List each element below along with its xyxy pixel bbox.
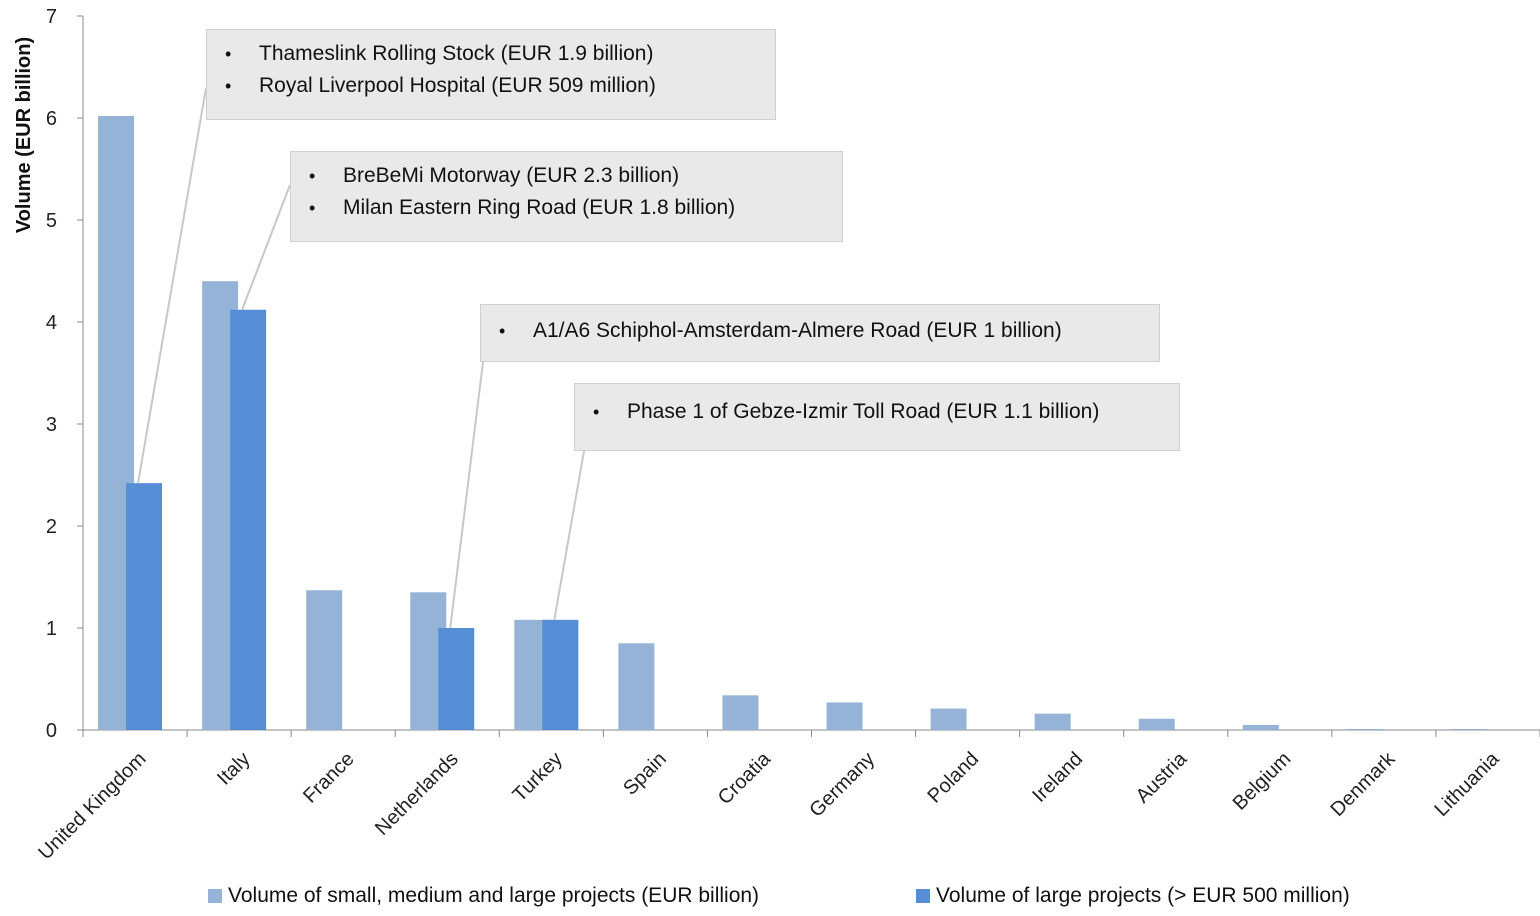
legend-item-all-projects: Volume of small, medium and large projec…: [208, 884, 759, 908]
x-category-label: Lithuania: [1431, 747, 1505, 821]
y-tick-label: 7: [46, 6, 57, 28]
callout-leader-line: [137, 87, 207, 484]
callout-list: Thameslink Rolling Stock (EUR 1.9 billio…: [225, 38, 757, 102]
y-tick-label: 5: [46, 210, 57, 232]
x-category-label: Turkey: [509, 748, 567, 806]
bar-all-projects: [1450, 728, 1487, 730]
callout-leader-lines: [137, 87, 585, 629]
bar-all-projects: [1034, 713, 1071, 730]
bar-large-projects: [126, 483, 163, 730]
legend-label-all-projects: Volume of small, medium and large projec…: [228, 884, 760, 907]
callout-box: Thameslink Rolling Stock (EUR 1.9 billio…: [206, 29, 776, 120]
bar-all-projects: [826, 702, 863, 730]
callout-item: Royal Liverpool Hospital (EUR 509 millio…: [225, 70, 757, 102]
callout-box: BreBeMi Motorway (EUR 2.3 billion)Milan …: [290, 151, 843, 242]
x-category-label: Poland: [924, 748, 984, 808]
legend-item-large-projects: Volume of large projects (> EUR 500 mill…: [916, 884, 1350, 908]
x-category-label: United Kingdom: [34, 748, 150, 864]
x-category-label: Denmark: [1326, 747, 1400, 821]
x-category-label: Ireland: [1028, 748, 1087, 807]
legend-swatch-large-projects: [916, 889, 930, 903]
callout-leader-line: [553, 450, 585, 621]
callout-item: Phase 1 of Gebze-Izmir Toll Road (EUR 1.…: [593, 396, 1161, 428]
callout-item: Milan Eastern Ring Road (EUR 1.8 billion…: [309, 192, 824, 224]
x-category-label: Austria: [1132, 747, 1192, 807]
bar-all-projects: [306, 590, 343, 730]
bar-all-projects: [930, 708, 967, 730]
bar-all-projects: [722, 695, 759, 730]
x-category-label: Netherlands: [371, 748, 463, 840]
callout-leader-line: [449, 361, 484, 629]
bar-all-projects: [618, 643, 655, 730]
callout-leader-line: [241, 184, 291, 311]
bar-all-projects: [1346, 728, 1383, 730]
bars: [98, 115, 1487, 730]
x-category-label: Spain: [619, 748, 671, 800]
callout-item: BreBeMi Motorway (EUR 2.3 billion): [309, 160, 824, 192]
callout-item: Thameslink Rolling Stock (EUR 1.9 billio…: [225, 38, 757, 70]
callout-box: Phase 1 of Gebze-Izmir Toll Road (EUR 1.…: [574, 383, 1180, 451]
callout-list: BreBeMi Motorway (EUR 2.3 billion)Milan …: [309, 160, 824, 224]
callout-item: A1/A6 Schiphol-Amsterdam-Almere Road (EU…: [499, 315, 1141, 347]
y-tick-label: 3: [46, 414, 57, 436]
y-tick-label: 4: [46, 312, 57, 334]
bar-all-projects: [1242, 724, 1279, 730]
x-category-label: Germany: [805, 748, 879, 822]
x-category-label: Croatia: [714, 747, 776, 809]
callout-list: A1/A6 Schiphol-Amsterdam-Almere Road (EU…: [499, 315, 1141, 347]
y-tick-label: 2: [46, 516, 57, 538]
bar-large-projects: [438, 628, 475, 730]
legend-label-large-projects: Volume of large projects (> EUR 500 mill…: [936, 884, 1350, 907]
bar-large-projects: [542, 619, 579, 730]
y-tick-label: 6: [46, 108, 57, 130]
y-tick-label: 1: [46, 618, 57, 640]
bar-all-projects: [1138, 718, 1175, 730]
legend: Volume of small, medium and large projec…: [0, 884, 1540, 914]
y-axis-label: Volume (EUR billion): [13, 37, 35, 233]
y-tick-label: 0: [46, 720, 57, 742]
bar-chart: 0 1 2 3 4 5 6 7 United Kingdom Italy France Netherl…: [13, 6, 1540, 864]
legend-swatch-all-projects: [208, 889, 222, 903]
bar-large-projects: [230, 309, 267, 730]
callout-list: Phase 1 of Gebze-Izmir Toll Road (EUR 1.…: [593, 396, 1161, 428]
x-category-label: France: [299, 748, 359, 808]
callout-box: A1/A6 Schiphol-Amsterdam-Almere Road (EU…: [480, 304, 1160, 362]
x-category-label: Belgium: [1229, 748, 1296, 815]
x-category-label: Italy: [213, 748, 254, 789]
